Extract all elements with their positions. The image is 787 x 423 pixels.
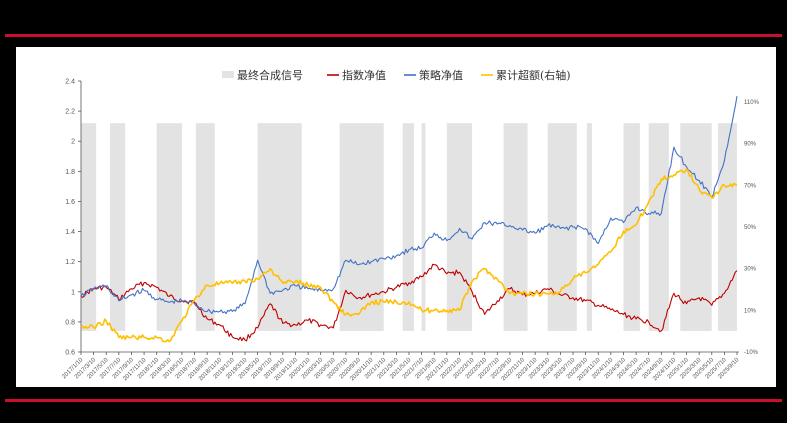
left-tick-label: 1	[71, 289, 75, 296]
left-tick-label: 2	[71, 139, 75, 146]
left-tick-label: 0.6	[65, 350, 75, 357]
legend-strategy-nav: 策略净值	[404, 68, 463, 82]
left-tick-label: 1.4	[65, 229, 75, 236]
legend: 最终合成信号 指数净值 策略净值 累计超额(右轴)	[222, 68, 571, 82]
strategy-nav-line	[80, 96, 738, 315]
signal-segment	[156, 123, 182, 331]
legend-label: 指数净值	[342, 68, 386, 82]
signal-segment	[421, 123, 426, 331]
left-tick-label: 2.4	[65, 79, 75, 86]
legend-excess: 累计超额(右轴)	[481, 68, 571, 82]
signal-segment	[446, 123, 473, 331]
right-tick-label: 70%	[744, 183, 757, 189]
signal-segment	[257, 123, 302, 331]
signal-segment	[680, 123, 712, 331]
right-tick-label: -10%	[744, 350, 759, 356]
signal-segment	[586, 123, 592, 331]
signal-segment	[402, 123, 415, 331]
right-tick-label: 90%	[744, 142, 757, 148]
excess-return-line	[80, 167, 738, 343]
legend-label: 累计超额(右轴)	[496, 68, 571, 82]
signal-segment	[339, 123, 384, 331]
legend-swatch	[222, 71, 234, 78]
signal-segment	[110, 123, 126, 331]
signal-segment	[81, 123, 97, 331]
signal-segment	[648, 123, 669, 331]
bottom-rule	[5, 399, 782, 402]
right-tick-label: 30%	[744, 267, 757, 273]
legend-label: 策略净值	[419, 68, 463, 82]
signal-segment	[503, 123, 528, 331]
legend-index-nav: 指数净值	[327, 68, 386, 82]
series-lines	[80, 96, 738, 343]
legend-label: 最终合成信号	[237, 68, 303, 82]
left-tick-label: 1.8	[65, 169, 75, 176]
top-rule	[5, 34, 782, 37]
right-tick-label: 10%	[744, 308, 757, 314]
axes: 0.60.811.21.41.61.822.22.42017/1/102017/…	[61, 79, 759, 383]
left-tick-label: 1.2	[65, 259, 75, 266]
signal-segment	[195, 123, 215, 331]
legend-signal: 最终合成信号	[222, 68, 303, 82]
left-tick-label: 1.6	[65, 199, 75, 206]
signal-segment	[718, 123, 737, 331]
left-tick-label: 0.8	[65, 319, 75, 326]
right-tick-label: 110%	[744, 100, 760, 106]
right-tick-label: 50%	[744, 225, 757, 231]
left-tick-label: 2.2	[65, 109, 75, 116]
